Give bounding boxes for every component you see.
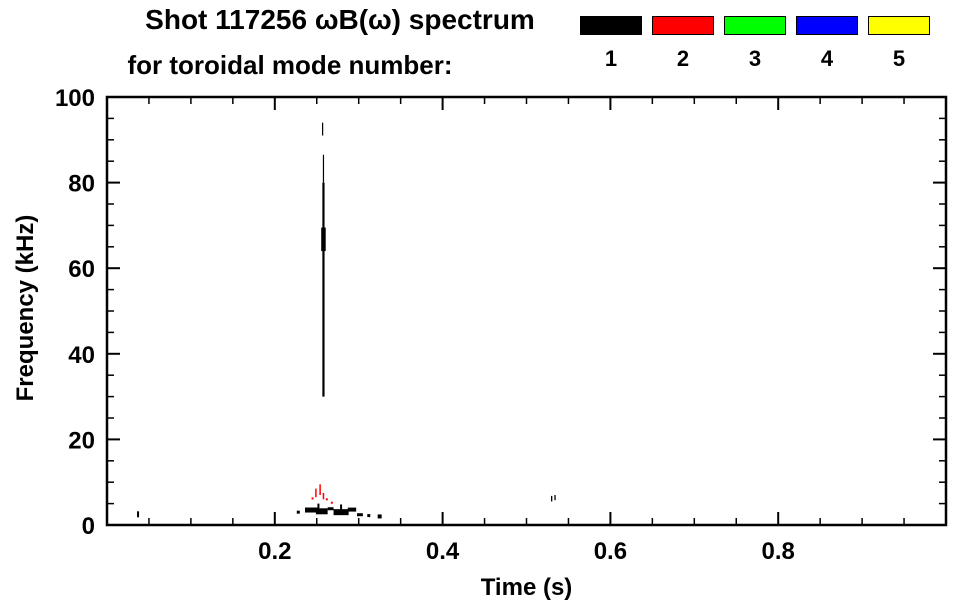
legend-swatch-mode-4 bbox=[796, 16, 858, 35]
y-tick-label: 100 bbox=[55, 85, 95, 112]
legend-label-mode-1: 1 bbox=[604, 46, 618, 71]
legend-label-mode-4: 4 bbox=[820, 46, 834, 71]
y-tick-label: 60 bbox=[68, 256, 95, 283]
x-tick-label: 0.4 bbox=[426, 538, 460, 565]
legend-swatch-mode-1 bbox=[580, 16, 642, 35]
data-mark-n1 bbox=[377, 514, 382, 519]
mode-legend: 1 2 3 4 5 bbox=[580, 16, 930, 70]
legend-item-mode-2: 2 bbox=[652, 16, 714, 70]
chart-subtitle: for toroidal mode number: bbox=[127, 50, 453, 80]
legend-label-mode-2: 2 bbox=[676, 46, 690, 71]
chart-title: Shot 117256 ωB(ω) spectrum bbox=[145, 4, 535, 35]
y-tick-label: 80 bbox=[68, 171, 95, 198]
legend-label-mode-3: 3 bbox=[748, 46, 762, 71]
legend-item-mode-5: 5 bbox=[868, 16, 930, 70]
legend-item-mode-4: 4 bbox=[796, 16, 858, 70]
data-mark-n2 bbox=[330, 501, 333, 504]
x-axis-title: Time (s) bbox=[480, 574, 573, 601]
data-mark-n1 bbox=[296, 510, 300, 514]
legend-item-mode-1: 1 bbox=[580, 16, 642, 70]
data-mark-n2 bbox=[325, 498, 328, 501]
data-mark-n2 bbox=[311, 497, 314, 500]
y-tick-label: 40 bbox=[68, 342, 95, 369]
y-tick-label: 20 bbox=[68, 427, 95, 454]
x-tick-label: 0.6 bbox=[594, 538, 627, 565]
legend-swatch-mode-3 bbox=[724, 16, 786, 35]
legend-swatch-mode-5 bbox=[868, 16, 930, 35]
legend-swatch-mode-2 bbox=[652, 16, 714, 35]
data-mark-n1 bbox=[367, 514, 371, 518]
legend-label-mode-5: 5 bbox=[892, 46, 906, 71]
legend-item-mode-3: 3 bbox=[724, 16, 786, 70]
plot-frame bbox=[105, 95, 948, 527]
x-tick-label: 0.2 bbox=[258, 538, 291, 565]
y-tick-label: 0 bbox=[82, 513, 95, 540]
x-tick-label: 0.8 bbox=[762, 538, 795, 565]
y-axis-title: Frequency (kHz) bbox=[12, 214, 39, 402]
